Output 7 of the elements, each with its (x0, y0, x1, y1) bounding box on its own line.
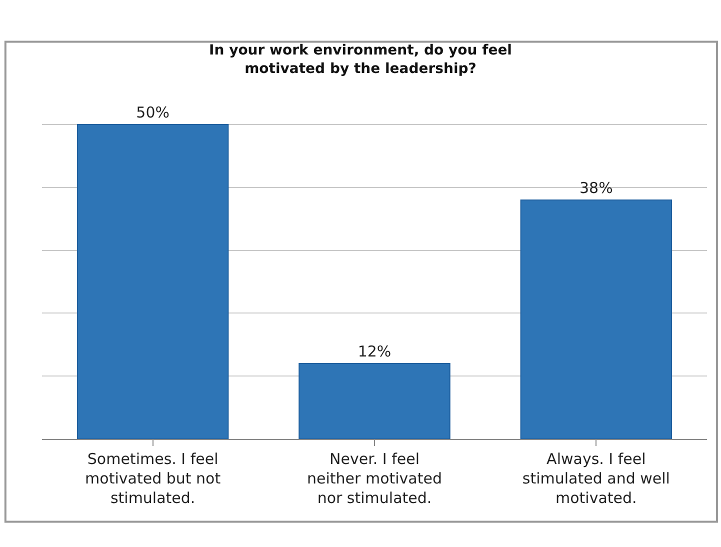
x-tick-label: Never. I feel neither motivated nor stimulated. (307, 450, 442, 507)
chart-title: In your work environment, do you feel motivated by the leadership? (209, 42, 512, 77)
x-tick-label: Sometimes. I feel motivated but not stimulated. (85, 450, 221, 507)
data-label: 38% (579, 179, 613, 198)
data-label: 12% (358, 342, 392, 361)
x-tick-label: Always. I feel stimulated and well motivated. (522, 450, 670, 507)
data-label: 50% (136, 104, 170, 122)
